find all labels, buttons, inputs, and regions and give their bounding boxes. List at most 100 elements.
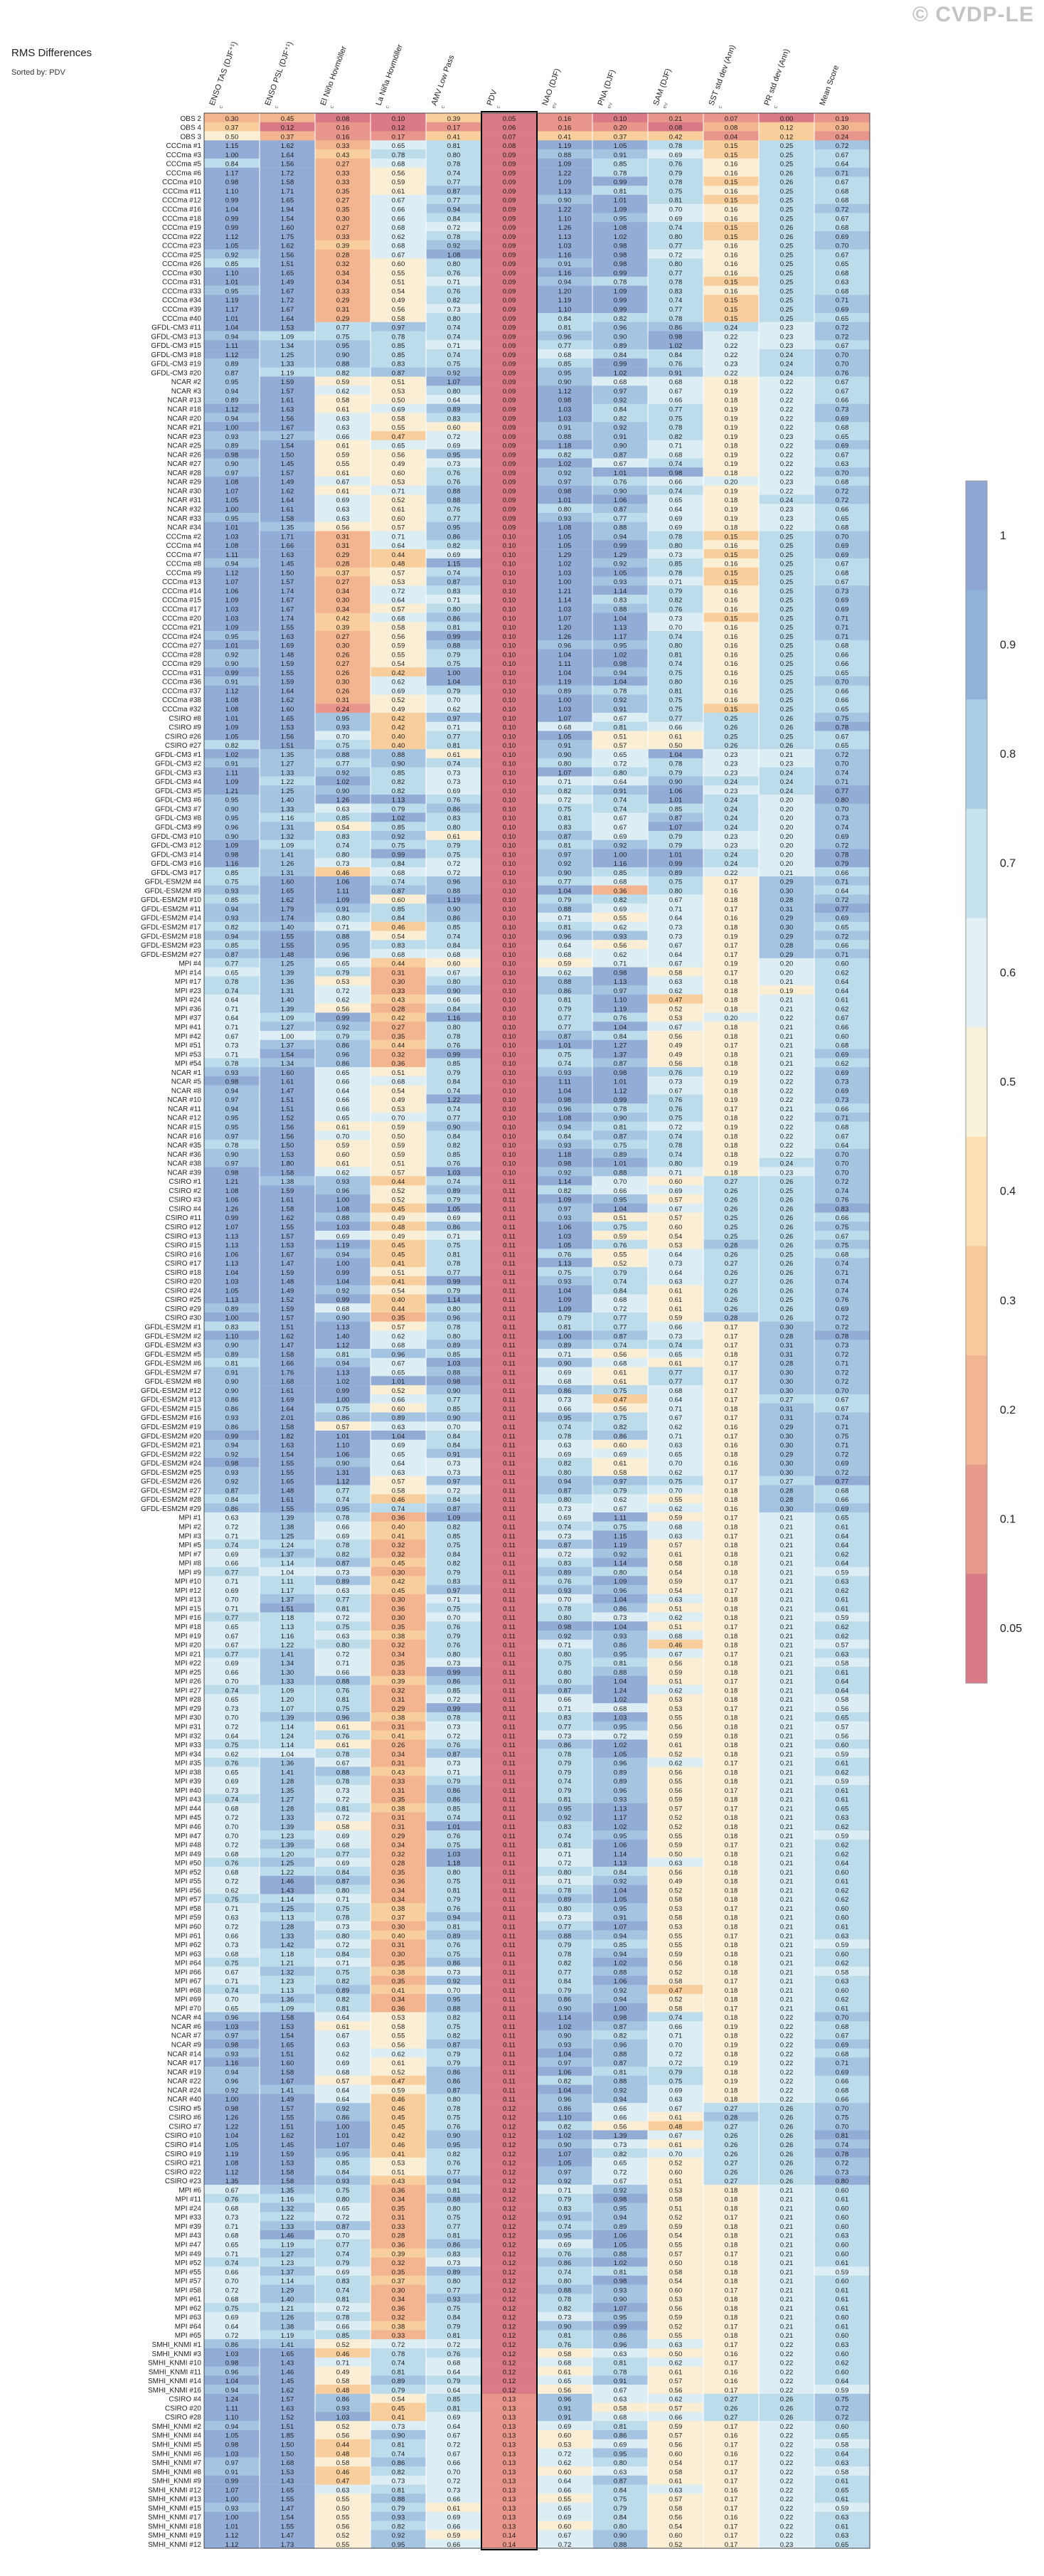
cell-value: 0.22: [780, 378, 794, 386]
heatmap-cell: [481, 476, 537, 486]
cell-value: 0.77: [669, 406, 683, 413]
heatmap-cell: [315, 131, 371, 141]
cell-value: 0.11: [503, 1814, 516, 1822]
cell-value: 1.36: [281, 1760, 294, 1768]
cell-value: 0.96: [447, 1315, 461, 1323]
cell-value: 1.11: [225, 342, 238, 350]
cell-value: 0.89: [447, 1342, 461, 1350]
cell-value: 1.04: [614, 679, 627, 687]
heatmap-cell: [759, 249, 814, 259]
cell-value: 0.76: [447, 1042, 461, 1050]
cell-value: 0.93: [558, 515, 572, 523]
cell-value: 1.22: [281, 1642, 294, 1650]
row-label: GFDL-CM3 #12: [151, 842, 201, 850]
heatmap-cell: [371, 322, 426, 332]
cell-value: 0.71: [225, 1578, 239, 1586]
cell-value: 1.25: [281, 1532, 294, 1540]
cell-value: 0.69: [836, 551, 849, 559]
cell-value: 0.55: [669, 1496, 683, 1504]
cell-value: 0.77: [225, 1650, 239, 1658]
row-label: GFDL-CM3 #1: [155, 751, 201, 759]
cell-value: 0.94: [558, 1124, 572, 1132]
cell-value: 0.25: [780, 142, 794, 150]
row-label: MPI #34: [175, 1751, 202, 1759]
cell-value: 0.69: [836, 542, 849, 550]
heatmap-cell: [315, 622, 371, 632]
cell-value: 0.95: [558, 1414, 572, 1422]
cell-value: 0.10: [503, 906, 516, 913]
heatmap-cell: [759, 158, 814, 168]
cell-value: 1.05: [614, 1896, 627, 1904]
cell-value: 0.30: [780, 1324, 794, 1332]
cell-value: 0.42: [392, 1014, 405, 1022]
cell-value: 0.20: [780, 969, 794, 977]
cell-value: 1.03: [225, 615, 239, 622]
cell-value: 0.11: [503, 1469, 516, 1477]
cell-value: 0.63: [336, 1587, 350, 1595]
cell-value: 0.28: [780, 1496, 794, 1504]
cell-value: 1.05: [558, 1242, 572, 1250]
row-label: GFDL-CM3 #2: [155, 760, 201, 768]
cell-value: 1.01: [447, 1823, 461, 1831]
heatmap-cell: [814, 558, 870, 568]
heatmap-cell: [426, 413, 481, 423]
row-label: MPI #1: [179, 1515, 201, 1522]
cell-value: 0.22: [725, 869, 738, 877]
cell-value: 0.63: [392, 1424, 405, 1431]
heatmap-cell: [315, 676, 371, 686]
heatmap-cell: [592, 386, 648, 396]
cell-value: 0.67: [225, 1642, 239, 1650]
heatmap-cell: [204, 394, 260, 405]
heatmap-cell: [537, 712, 592, 723]
heatmap-cell: [371, 658, 426, 668]
heatmap-cell: [426, 249, 481, 259]
cell-value: 0.81: [614, 724, 627, 732]
cell-value: 1.10: [225, 188, 239, 196]
cell-value: 0.80: [669, 679, 683, 687]
cell-value: 0.10: [503, 1087, 516, 1095]
cell-value: 0.27: [336, 578, 350, 586]
heatmap-cell: [592, 476, 648, 486]
heatmap-cell: [315, 576, 371, 586]
cell-value: 1.04: [558, 1287, 572, 1295]
cell-value: 0.53: [392, 479, 405, 487]
heatmap-cell: [426, 667, 481, 677]
row-label: MPI #17: [175, 978, 202, 986]
cell-value: 0.07: [725, 115, 738, 123]
cell-value: 1.48: [281, 651, 294, 659]
cell-value: 1.24: [614, 1687, 627, 1695]
cell-value: 0.33: [336, 169, 350, 177]
heatmap-cell: [592, 122, 648, 132]
cell-value: 1.74: [281, 615, 294, 622]
cell-value: 0.96: [447, 879, 461, 886]
cell-value: 0.90: [614, 442, 627, 450]
cell-value: 0.64: [392, 597, 405, 605]
cell-value: 0.86: [225, 1396, 239, 1404]
heatmap-cell: [759, 376, 814, 386]
row-label: NCAR #18: [167, 406, 201, 413]
heatmap-cell: [481, 622, 537, 632]
cell-value: 0.25: [780, 561, 794, 568]
cell-value: 1.38: [281, 1523, 294, 1531]
cell-value: 1.05: [614, 1751, 627, 1759]
cell-value: 0.60: [392, 470, 405, 477]
cell-value: 0.62: [669, 1614, 683, 1622]
cell-value: 0.60: [392, 896, 405, 904]
heatmap-cell: [648, 249, 703, 259]
cell-value: 0.72: [336, 1614, 350, 1622]
heatmap-cell: [592, 585, 648, 595]
heatmap-cell: [759, 685, 814, 695]
cell-value: 0.26: [780, 1242, 794, 1250]
cell-value: 0.11: [503, 1532, 516, 1540]
cell-value: 0.98: [614, 969, 627, 977]
cell-value: 0.75: [669, 669, 683, 677]
cell-value: 0.25: [780, 651, 794, 659]
cell-value: 0.12: [780, 133, 794, 141]
cell-value: 0.73: [447, 1660, 461, 1668]
heatmap-cell: [426, 558, 481, 568]
heatmap-cell: [260, 386, 315, 396]
cell-value: 0.09: [503, 243, 516, 250]
heatmap-cell: [204, 585, 260, 595]
cell-value: 0.30: [392, 1569, 405, 1576]
cell-value: 0.80: [558, 1669, 572, 1677]
